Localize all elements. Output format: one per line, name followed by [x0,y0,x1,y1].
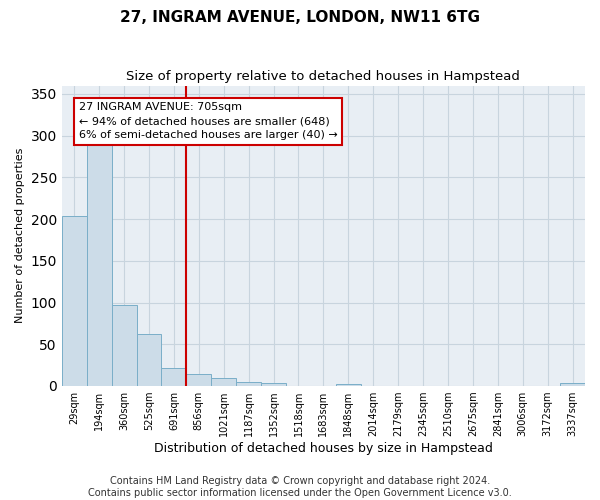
Bar [560,384,585,386]
Bar [161,368,187,386]
Bar [187,374,211,386]
Bar [261,382,286,386]
Text: Contains HM Land Registry data © Crown copyright and database right 2024.
Contai: Contains HM Land Registry data © Crown c… [88,476,512,498]
Bar [211,378,236,386]
Text: 27 INGRAM AVENUE: 705sqm
← 94% of detached houses are smaller (648)
6% of semi-d: 27 INGRAM AVENUE: 705sqm ← 94% of detach… [79,102,337,140]
Y-axis label: Number of detached properties: Number of detached properties [15,148,25,324]
Bar [137,334,161,386]
Bar [112,305,137,386]
X-axis label: Distribution of detached houses by size in Hampstead: Distribution of detached houses by size … [154,442,493,455]
Title: Size of property relative to detached houses in Hampstead: Size of property relative to detached ho… [127,70,520,83]
Bar [236,382,261,386]
Bar [62,216,87,386]
Bar [336,384,361,386]
Bar [87,143,112,386]
Text: 27, INGRAM AVENUE, LONDON, NW11 6TG: 27, INGRAM AVENUE, LONDON, NW11 6TG [120,10,480,25]
